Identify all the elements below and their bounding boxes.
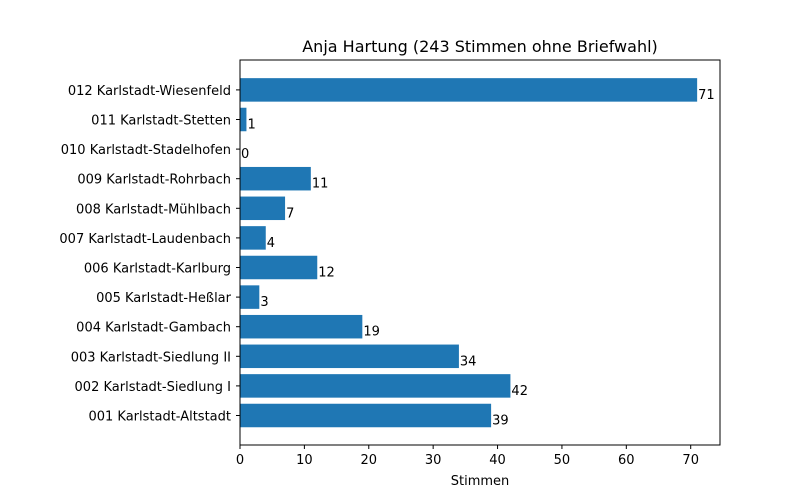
y-tick-label: 012 Karlstadt-Wiesenfeld [68,84,231,99]
plot-frame [239,59,721,446]
bar [240,285,260,309]
bar-value-label: 34 [460,354,477,369]
bar [240,403,492,428]
x-tick-label: 70 [682,453,699,468]
bar-value-label: 3 [260,295,268,310]
bar-value-label: 12 [318,266,335,281]
x-tick-label: 30 [425,453,442,468]
x-tick-label: 10 [296,453,313,468]
bar-value-label: 1 [247,118,255,133]
y-axis-ticks: 001 Karlstadt-Altstadt 002 Karlstadt-Sied… [59,84,240,425]
bar-value-label: 0 [241,147,249,162]
bar [240,344,459,369]
bar [240,374,511,398]
bar-value-label: 19 [363,325,380,340]
bar-value-label: 42 [511,384,528,399]
bar [240,107,247,132]
y-tick-label: 007 Karlstadt-Laudenbach [59,232,231,247]
bar [240,78,698,102]
x-axis-ticks: 0 10 20 30 40 50 60 70 [236,445,699,468]
x-tick-label: 20 [360,453,377,468]
y-tick-label: 010 Karlstadt-Stadelhofen [61,143,231,158]
y-tick-label: 008 Karlstadt-Mühlbach [76,202,231,217]
y-tick-label: 006 Karlstadt-Karlburg [84,262,231,277]
x-tick-label: 40 [489,453,506,468]
bar-value-label: 39 [492,414,509,429]
x-tick-label: 60 [618,453,635,468]
y-tick-label: 011 Karlstadt-Stetten [91,114,231,129]
bar-value-label: 4 [267,236,275,251]
bar-value-label: 71 [698,88,715,103]
y-tick-label: 003 Karlstadt-Siedlung II [71,350,231,365]
bars-group [240,78,698,428]
bar-value-label: 11 [312,177,329,192]
x-tick-label: 50 [554,453,571,468]
bar [240,166,311,191]
y-tick-label: 002 Karlstadt-Siedlung I [75,380,231,395]
y-tick-label: 005 Karlstadt-Heßlar [96,291,232,306]
y-tick-label: 009 Karlstadt-Rohrbach [77,173,231,188]
bar [240,255,318,280]
bar [240,314,363,339]
bar-value-label: 7 [286,206,294,221]
y-tick-label: 001 Karlstadt-Altstadt [88,410,231,425]
x-axis-label: Stimmen [451,474,510,489]
y-tick-label: 004 Karlstadt-Gambach [76,321,231,336]
bar [240,226,266,250]
bar [240,196,286,221]
x-tick-label: 0 [236,453,244,468]
chart-title: Anja Hartung (243 Stimmen ohne Briefwahl… [302,37,658,56]
